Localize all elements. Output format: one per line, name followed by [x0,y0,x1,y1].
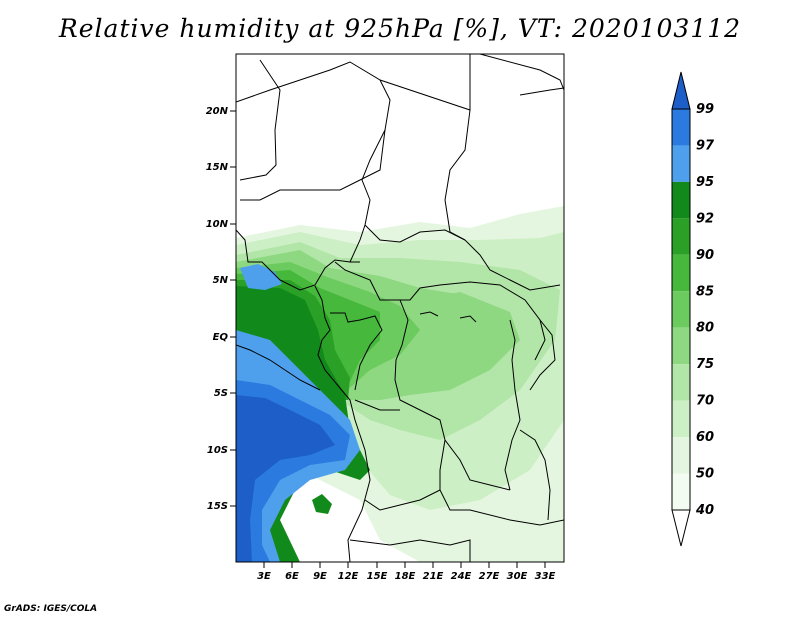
colorbar-segment [672,109,690,146]
lat-label: 5S [214,388,228,399]
colorbar-label: 97 [696,138,715,153]
lat-label: 10S [207,445,228,456]
colorbar-label: 60 [696,430,714,445]
colorbar-top-arrow [671,71,691,110]
colorbar: 99 97 95 92 90 85 80 75 70 60 50 40 [671,71,715,547]
credit-text: GrADS: IGES/COLA [4,604,98,614]
plot-frame [235,53,565,563]
colorbar-label: 92 [696,211,714,226]
lon-label: 27E [479,571,500,582]
colorbar-label: 70 [696,394,714,409]
lon-label: 24E [451,571,472,582]
lat-label: 15N [206,162,229,173]
lon-label: 18E [395,571,416,582]
lat-label: 5N [213,275,229,286]
colorbar-segment [672,254,690,292]
lat-label: 10N [206,219,229,230]
colorbar-label: 40 [695,503,714,518]
lon-label: 12E [338,571,359,582]
lon-label: 21E [423,571,444,582]
colorbar-label: 95 [696,175,714,190]
lat-label: EQ [213,332,229,343]
colorbar-label: 85 [696,284,714,299]
colorbar-segment [672,291,690,328]
colorbar-label: 90 [696,248,714,263]
lon-label: 3E [257,571,271,582]
colorbar-bottom-arrow [671,509,691,547]
colorbar-label: 99 [696,102,714,117]
map-title: Relative humidity at 925hPa [%], VT: 202… [58,14,742,43]
lon-label: 30E [507,571,528,582]
colorbar-segment [672,218,690,255]
colorbar-segment [672,437,690,474]
lon-axis: 3E 6E 9E 12E 15E 18E 21E 24E 27E 30E 33E [257,562,556,582]
colorbar-segment [672,400,690,438]
lon-label: 6E [285,571,299,582]
colorbar-segment [672,327,690,365]
colorbar-segment [672,364,690,401]
lat-label: 15S [207,501,228,512]
lon-label: 15E [367,571,388,582]
colorbar-segment [672,473,690,510]
lat-axis: 20N 15N 10N 5N EQ 5S 10S 15S [206,106,236,512]
colorbar-label: 80 [696,321,714,336]
country-borders [236,54,564,562]
lon-label: 33E [535,571,556,582]
colorbar-label: 75 [696,357,714,372]
colorbar-segment [672,145,690,182]
colorbar-label: 50 [696,467,714,482]
lon-label: 9E [313,571,327,582]
colorbar-segment [672,181,690,219]
lat-label: 20N [206,106,229,117]
